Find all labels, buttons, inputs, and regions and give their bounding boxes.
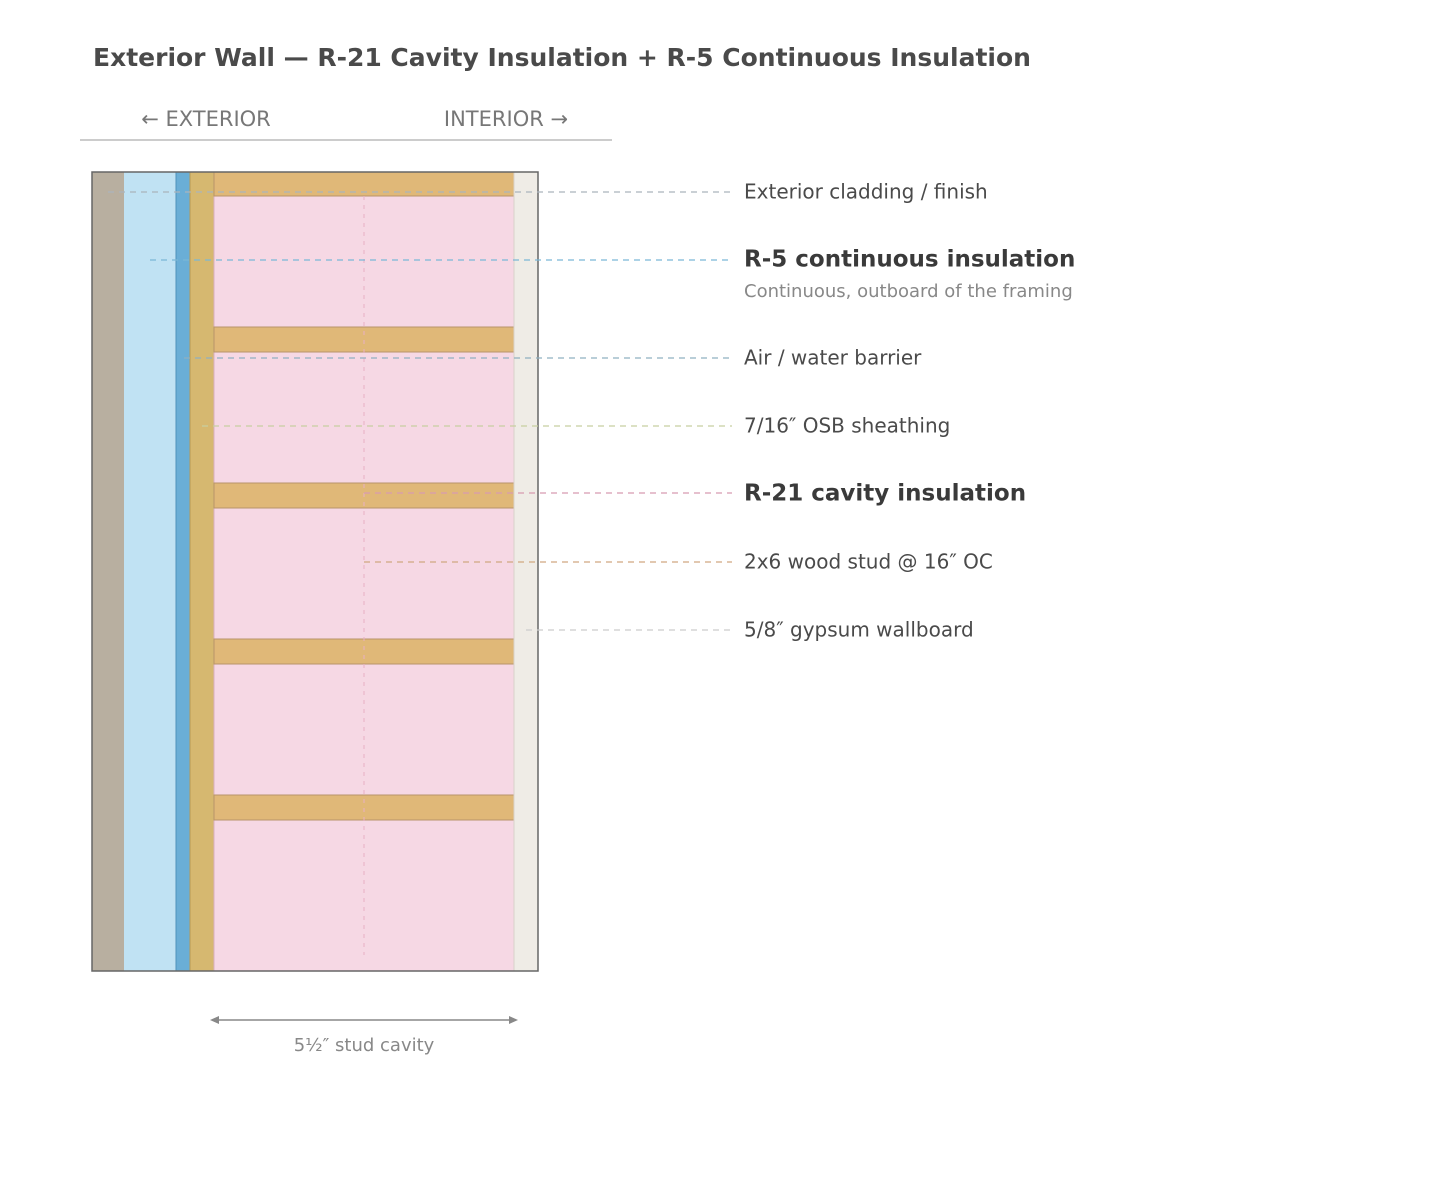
stud	[213, 638, 515, 665]
interior-label: INTERIOR →	[444, 107, 568, 131]
layer-label: R-5 continuous insulation	[744, 247, 1075, 273]
air-barrier	[175, 171, 191, 972]
layer-label: Air / water barrier	[744, 346, 922, 370]
title: Exterior Wall — R-21 Cavity Insulation +…	[93, 43, 1031, 72]
wall-section	[91, 171, 539, 972]
layer-label: R-21 cavity insulation	[744, 481, 1026, 507]
dimension-label: 5½″ stud cavity	[294, 1035, 435, 1056]
dimension: 5½″ stud cavity	[210, 1016, 518, 1056]
stud	[213, 794, 515, 821]
stud	[213, 326, 515, 353]
layer-label: 7/16″ OSB sheathing	[744, 414, 950, 438]
layer-label: Exterior cladding / finish	[744, 180, 988, 204]
layer-label: 2x6 wood stud @ 16″ OC	[744, 550, 993, 574]
wall-outline	[91, 171, 539, 972]
gypsum	[513, 171, 539, 972]
osb	[189, 171, 215, 972]
exterior-label: ← EXTERIOR	[141, 107, 271, 131]
continuous-insulation	[124, 172, 176, 971]
layer-note: Continuous, outboard of the framing	[744, 281, 1073, 302]
cladding	[92, 172, 124, 971]
layer-label: 5/8″ gypsum wallboard	[744, 618, 974, 642]
cavity-insulation	[213, 171, 515, 972]
